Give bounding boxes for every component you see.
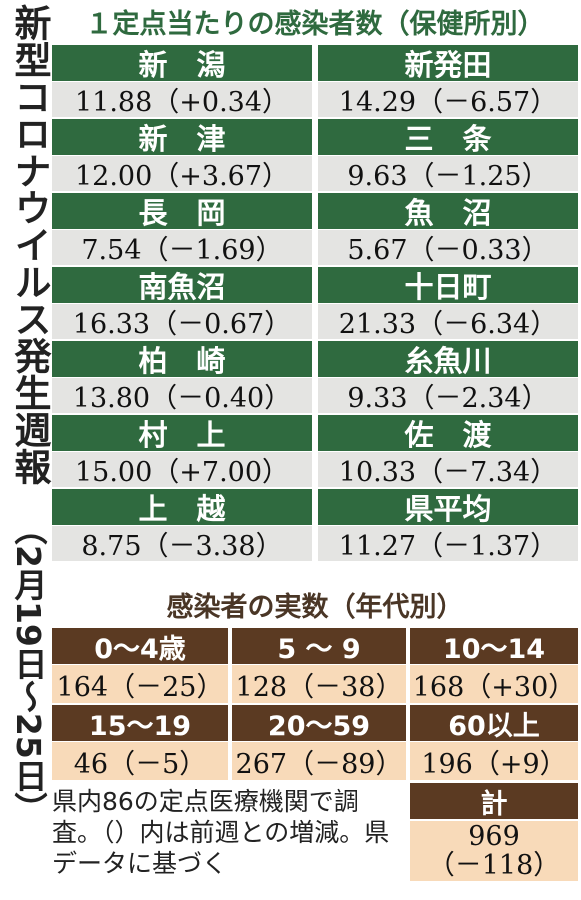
- note: 県内86の定点医療機関で調査。（）内は前週との増減。県データに基づく: [52, 787, 390, 878]
- office-name: 県平均: [318, 489, 578, 526]
- office-name: 糸魚川: [318, 341, 578, 378]
- office-value: 9.33（－2.34）: [318, 378, 578, 414]
- office-value: 5.67（－0.33）: [318, 230, 578, 266]
- office-name: 佐 渡: [318, 415, 578, 452]
- office-value: 13.80（－0.40）: [52, 378, 312, 414]
- office-name: 新 津: [52, 119, 312, 156]
- office-name: 三 条: [318, 119, 578, 156]
- age-label: 15～19: [52, 705, 228, 742]
- office-value: 14.29（－6.57）: [318, 82, 578, 118]
- office-name: 上 越: [52, 489, 312, 526]
- office-value: 10.33（－7.34）: [318, 452, 578, 488]
- office-name: 柏 崎: [52, 341, 312, 378]
- office-value: 7.54（－1.69）: [52, 230, 312, 266]
- total-label: 計: [410, 783, 578, 820]
- office-name: 南魚沼: [52, 267, 312, 304]
- age-label: 60以上: [410, 705, 578, 742]
- office-value: 8.75（－3.38）: [52, 526, 312, 562]
- age-value: 196（+9）: [410, 742, 578, 780]
- office-value: 21.33（－6.34）: [318, 304, 578, 340]
- age-label: 0～4歳: [52, 628, 228, 665]
- office-name: 村 上: [52, 415, 312, 452]
- age-label: 20～59: [232, 705, 406, 742]
- age-value: 267（－89）: [232, 742, 406, 780]
- vertical-title: 新型コロナウイルス発生週報: [8, 4, 51, 485]
- office-value: 12.00（+3.67）: [52, 156, 312, 192]
- office-value: 16.33（－0.67）: [52, 304, 312, 340]
- age-value: 168（+30）: [410, 665, 578, 703]
- office-value: 15.00（+7.00）: [52, 452, 312, 488]
- age-value: 128（－38）: [232, 665, 406, 703]
- total-change: （－118）: [427, 850, 561, 881]
- office-value: 9.63（－1.25）: [318, 156, 578, 192]
- total-cell: 969 （－118）: [410, 821, 578, 881]
- office-name: 長 岡: [52, 193, 312, 230]
- office-value: 11.88（+0.34）: [52, 82, 312, 118]
- age-label: 10～14: [410, 628, 578, 665]
- office-name: 魚 沼: [318, 193, 578, 230]
- section-title: １定点当たりの感染者数（保健所別）: [85, 8, 545, 40]
- office-name: 十日町: [318, 267, 578, 304]
- office-name: 新発田: [318, 45, 578, 82]
- age-label: 5 ～ 9: [232, 628, 406, 665]
- age-value: 46（－5）: [52, 742, 228, 780]
- period: （2月19日～25日）: [9, 512, 48, 825]
- section-title: 感染者の実数（年代別）: [166, 591, 464, 623]
- total-value: 969: [468, 821, 520, 852]
- office-value: 11.27（－1.37）: [318, 526, 578, 562]
- age-value: 164（－25）: [52, 665, 228, 703]
- office-name: 新 潟: [52, 45, 312, 82]
